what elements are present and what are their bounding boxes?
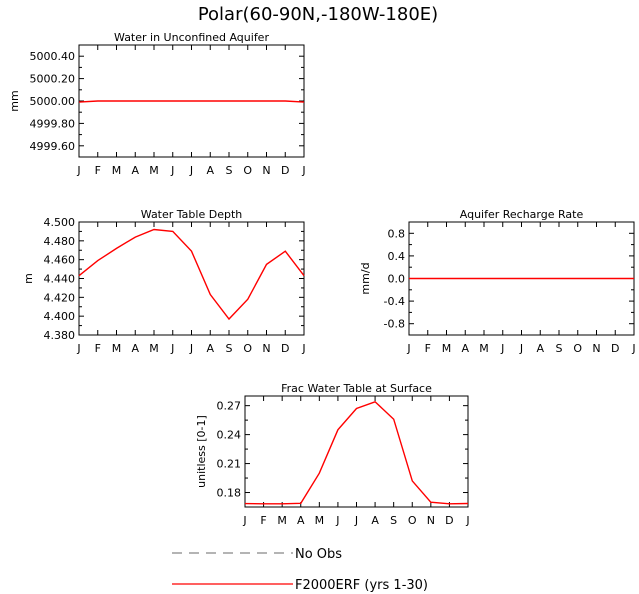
y-tick-label: 4999.80 (30, 117, 76, 130)
x-tick-label: D (281, 342, 289, 355)
x-tick-label: A (131, 342, 139, 355)
x-tick-label: A (206, 342, 214, 355)
y-tick-label: 4.480 (44, 235, 76, 248)
y-tick-label: 5000.00 (30, 95, 76, 108)
x-tick-label: J (76, 342, 80, 355)
y-tick-label: 4.380 (44, 329, 76, 342)
x-tick-label: F (425, 342, 431, 355)
x-tick-label: J (170, 164, 174, 177)
x-tick-label: D (281, 164, 289, 177)
y-tick-label: -0.8 (384, 318, 405, 331)
x-tick-label: A (461, 342, 469, 355)
series-line (78, 100, 305, 103)
x-tick-label: M (315, 514, 325, 527)
x-tick-label: F (95, 164, 101, 177)
y-tick-label: 0.21 (217, 458, 242, 471)
x-tick-label: J (189, 342, 193, 355)
x-tick-label: J (465, 514, 469, 527)
x-tick-label: M (479, 342, 489, 355)
x-tick-label: O (573, 342, 582, 355)
y-tick-label: 0.27 (217, 400, 242, 413)
plot-frame (244, 395, 469, 508)
y-tick-label: 4.440 (44, 273, 76, 286)
x-tick-label: J (301, 164, 305, 177)
series-line (78, 228, 305, 321)
legend-item: No Obs (172, 547, 342, 562)
y-axis-label: mm/d (359, 262, 372, 294)
y-tick-label: 4.500 (44, 216, 76, 229)
panel-title: Water Table Depth (141, 208, 242, 221)
x-tick-label: J (335, 514, 339, 527)
x-tick-label: J (170, 342, 174, 355)
figure-title: Polar(60-90N,-180W-180E) (198, 4, 438, 25)
x-tick-label: D (445, 514, 453, 527)
x-tick-label: J (301, 342, 305, 355)
legend-label: F2000ERF (yrs 1-30) (295, 578, 428, 593)
x-tick-label: J (76, 164, 80, 177)
panel-title: Frac Water Table at Surface (281, 382, 432, 395)
y-tick-label: 4999.60 (30, 140, 76, 153)
x-tick-label: D (611, 342, 619, 355)
x-tick-label: A (206, 164, 214, 177)
x-tick-label: J (242, 514, 246, 527)
y-tick-label: -0.4 (384, 295, 405, 308)
y-axis-label: unitless [0-1] (195, 415, 208, 488)
x-tick-label: M (149, 164, 159, 177)
x-tick-label: J (189, 164, 193, 177)
x-tick-label: A (131, 164, 139, 177)
x-tick-label: A (297, 514, 305, 527)
y-tick-label: 5000.20 (30, 73, 76, 86)
x-tick-label: N (262, 342, 270, 355)
plot-frame (78, 221, 305, 336)
x-tick-label: J (354, 514, 358, 527)
legend: No Obs F2000ERF (yrs 1-30) (172, 547, 428, 593)
y-tick-label: 4.420 (44, 291, 76, 304)
y-tick-label: 0.24 (217, 429, 242, 442)
y-tick-label: 0.0 (388, 273, 406, 286)
x-tick-label: N (262, 164, 270, 177)
x-tick-label: M (277, 514, 287, 527)
x-tick-label: S (226, 342, 233, 355)
x-tick-label: F (95, 342, 101, 355)
x-tick-label: N (592, 342, 600, 355)
x-tick-label: J (631, 342, 635, 355)
x-tick-label: S (226, 164, 233, 177)
x-tick-label: J (519, 342, 523, 355)
y-tick-label: 4.400 (44, 310, 76, 323)
x-tick-label: S (390, 514, 397, 527)
y-axis-label: m (22, 273, 35, 284)
x-tick-label: A (536, 342, 544, 355)
y-tick-label: 0.8 (388, 227, 406, 240)
x-tick-label: O (243, 342, 252, 355)
legend-item: F2000ERF (yrs 1-30) (172, 578, 428, 593)
y-axis-label: mm (8, 90, 21, 111)
x-tick-label: J (500, 342, 504, 355)
x-tick-label: S (556, 342, 563, 355)
y-tick-label: 4.460 (44, 254, 76, 267)
y-tick-label: 5000.40 (30, 50, 76, 63)
panel-title: Water in Unconfined Aquifer (114, 31, 269, 44)
y-tick-label: 0.4 (388, 250, 406, 263)
series-line (244, 400, 469, 505)
x-tick-label: N (427, 514, 435, 527)
x-tick-label: M (112, 342, 122, 355)
x-tick-label: A (371, 514, 379, 527)
x-tick-label: J (406, 342, 410, 355)
x-tick-label: F (260, 514, 266, 527)
x-tick-label: O (243, 164, 252, 177)
x-tick-label: O (408, 514, 417, 527)
x-tick-label: M (149, 342, 159, 355)
y-tick-label: 0.18 (217, 487, 242, 500)
x-tick-label: M (112, 164, 122, 177)
legend-label: No Obs (295, 547, 342, 562)
x-tick-label: M (442, 342, 452, 355)
panel-title: Aquifer Recharge Rate (460, 208, 584, 221)
